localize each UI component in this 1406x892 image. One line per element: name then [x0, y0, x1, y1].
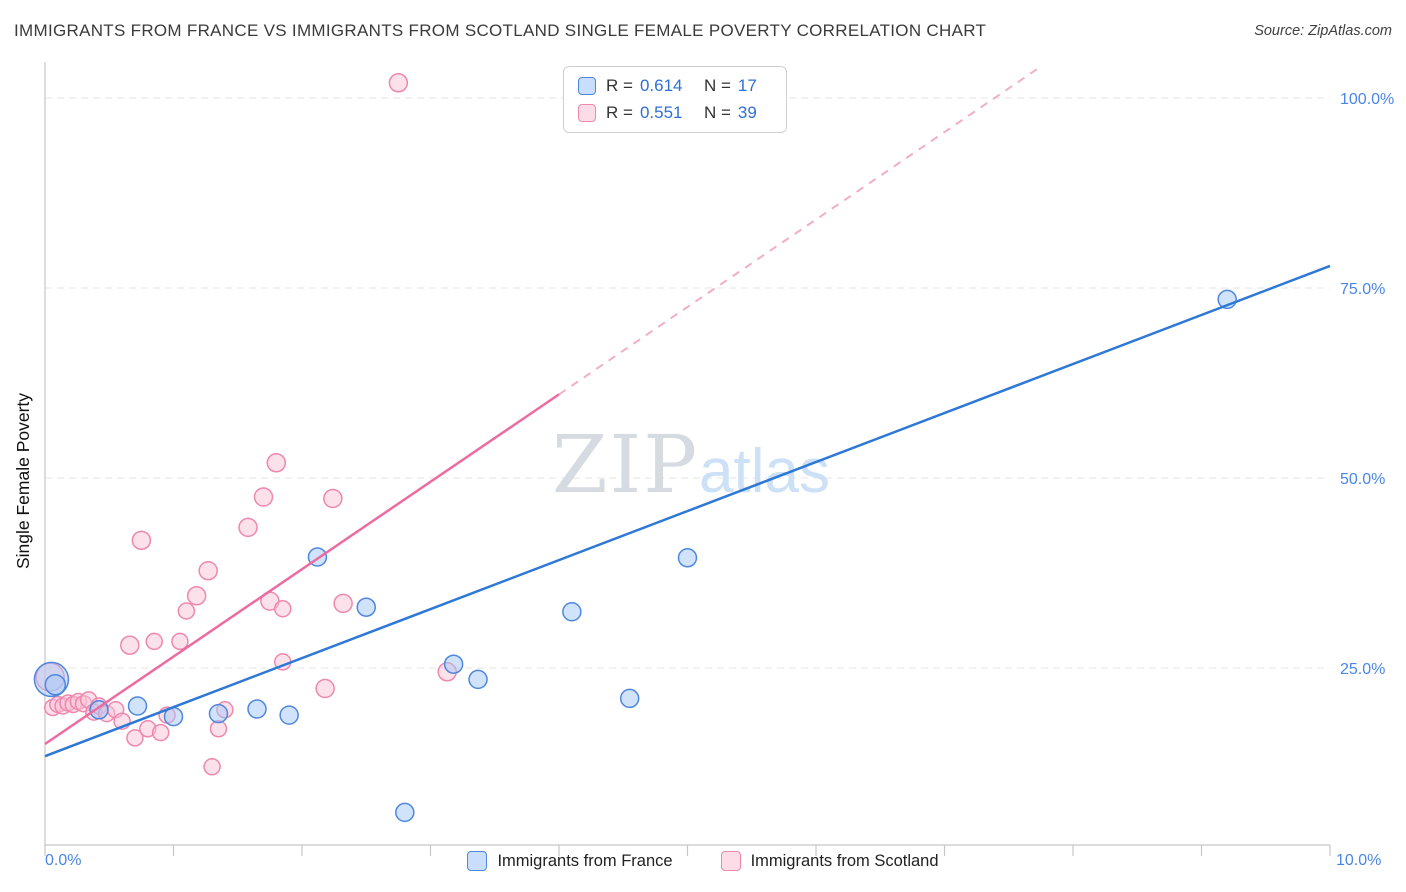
point-france	[356, 597, 376, 617]
point-scotland	[120, 635, 140, 655]
y-axis-tick-label: 75.0%	[1340, 281, 1385, 298]
point-scotland	[126, 729, 144, 747]
point-france	[562, 602, 582, 622]
x-axis-min-label: 0.0%	[45, 852, 82, 869]
n-value: 17	[737, 76, 757, 95]
point-scotland	[253, 487, 274, 507]
point-scotland	[333, 593, 353, 614]
y-axis-tick-label: 50.0%	[1340, 471, 1385, 488]
france-swatch-icon	[467, 851, 488, 871]
y-axis-tick-label: 100.0%	[1340, 91, 1394, 108]
x-axis-max-label: 10.0%	[1336, 852, 1382, 869]
point-scotland	[177, 602, 196, 620]
scotland-trendline-extension	[558, 68, 1038, 396]
point-scotland	[186, 586, 207, 606]
point-france	[619, 688, 640, 709]
point-france	[443, 654, 464, 674]
scotland-trendline	[44, 393, 560, 746]
r-value: 0.551	[639, 103, 683, 122]
stats-row-scotland: R = 0.551 N = 39	[578, 103, 772, 123]
point-scotland	[323, 488, 343, 509]
point-france	[208, 703, 229, 724]
scotland-swatch-icon	[578, 104, 596, 122]
series-legend: Immigrants from France Immigrants from S…	[0, 851, 1406, 871]
point-france	[395, 802, 415, 823]
point-france	[247, 699, 267, 719]
point-france	[677, 548, 698, 568]
point-scotland	[203, 758, 221, 776]
france-trendline	[44, 264, 1331, 758]
point-scotland	[145, 632, 163, 651]
scotland-swatch-icon	[720, 851, 741, 871]
r-value: 0.614	[639, 76, 683, 95]
point-scotland	[273, 599, 292, 618]
point-scotland	[131, 530, 152, 551]
point-scotland	[151, 723, 170, 742]
point-scotland	[266, 453, 287, 473]
r-label: R =	[606, 103, 633, 122]
y-axis-title: Single Female Poverty	[13, 392, 33, 570]
n-label: N =	[703, 103, 731, 122]
r-label: R =	[606, 76, 633, 95]
point-france	[127, 696, 148, 716]
point-scotland	[198, 560, 218, 581]
point-france	[44, 673, 67, 696]
point-scotland	[171, 632, 189, 651]
point-france	[468, 669, 488, 690]
point-scotland	[238, 517, 258, 538]
watermark-text: ZIPatlas	[552, 418, 830, 511]
y-axis-tick-label: 25.0%	[1340, 661, 1385, 678]
legend-item-france: Immigrants from France	[467, 851, 673, 871]
france-swatch-icon	[578, 77, 596, 95]
source-label: Source: ZipAtlas.com	[1254, 23, 1392, 39]
correlation-stats-box: R = 0.614 N = 17 R = 0.551 N = 39	[563, 66, 787, 133]
stats-row-france: R = 0.614 N = 17	[578, 76, 772, 96]
point-france	[279, 705, 299, 725]
point-scotland	[315, 678, 335, 699]
n-value: 39	[737, 103, 757, 122]
n-label: N =	[703, 76, 731, 95]
legend-item-scotland: Immigrants from Scotland	[720, 851, 939, 871]
point-scotland	[388, 73, 409, 93]
legend-label-france: Immigrants from France	[497, 851, 673, 870]
page-title: IMMIGRANTS FROM FRANCE VS IMMIGRANTS FRO…	[14, 21, 987, 40]
legend-label-scotland: Immigrants from Scotland	[750, 851, 939, 870]
